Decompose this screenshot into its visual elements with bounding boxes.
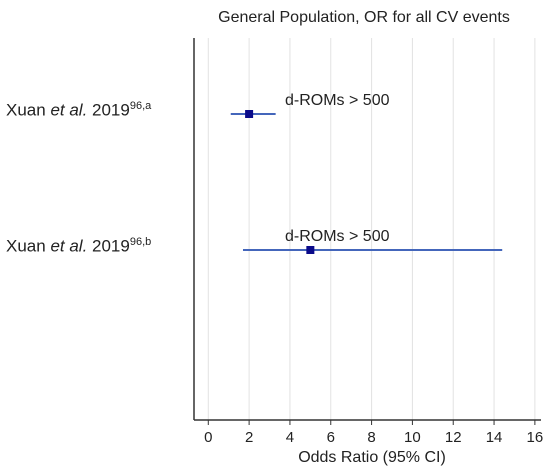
x-tick-label: 8 [367,429,375,446]
or-marker [306,246,315,254]
study-label: Xuan et al. 201996,b [6,236,151,257]
study-year: 2019 [87,100,130,120]
row-annotation: d-ROMs > 500 [285,228,390,245]
x-tick-label: 6 [327,429,335,446]
study-etal: et al. [50,236,88,256]
grid-lines [207,38,536,420]
study-etal: et al. [50,100,88,120]
row-annotation: d-ROMs > 500 [285,92,390,109]
or-marker [245,110,254,118]
x-tick-label: 4 [286,429,294,446]
x-tick-label: 10 [404,429,421,446]
study-author: Xuan [6,100,51,120]
x-tick-label: 16 [527,429,544,446]
study-superscript: 96,b [129,236,152,248]
x-tick-label: 14 [486,429,503,446]
x-axis-label: Odds Ratio (95% CI) [298,449,446,466]
study-author: Xuan [6,236,51,256]
study-year: 2019 [87,236,130,256]
chart-title: General Population, OR for all CV events [218,9,510,26]
x-ticks: 0 2 4 6 8 10 12 14 16 [204,420,543,446]
study-superscript: 96,a [129,100,152,112]
x-tick-label: 2 [245,429,253,446]
data-rows: d-ROMs > 500 d-ROMs > 500 [230,92,503,254]
study-label: Xuan et al. 201996,a [6,100,151,121]
x-tick-label: 0 [204,429,212,446]
x-tick-label: 12 [445,429,462,446]
